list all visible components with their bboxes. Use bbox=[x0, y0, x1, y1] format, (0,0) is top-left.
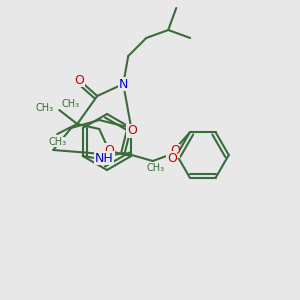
Text: O: O bbox=[127, 124, 137, 137]
Text: O: O bbox=[170, 145, 180, 158]
Text: N: N bbox=[118, 77, 128, 91]
Text: CH₃: CH₃ bbox=[35, 103, 53, 113]
Text: O: O bbox=[167, 152, 177, 165]
Text: CH₃: CH₃ bbox=[61, 99, 80, 109]
Text: O: O bbox=[74, 74, 84, 86]
Text: NH: NH bbox=[95, 152, 113, 164]
Text: O: O bbox=[104, 143, 114, 157]
Text: CH₃: CH₃ bbox=[147, 164, 165, 173]
Text: CH₃: CH₃ bbox=[48, 137, 66, 147]
